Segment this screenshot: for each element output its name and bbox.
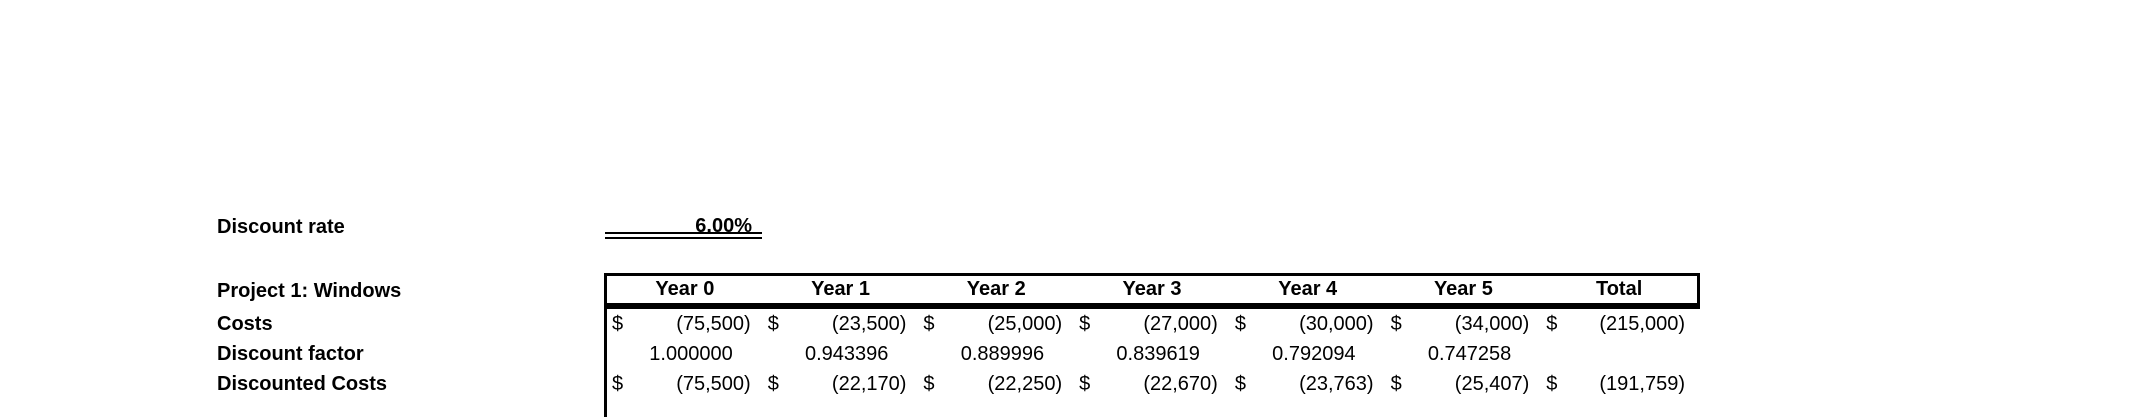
dollar-sign: $ xyxy=(767,373,779,395)
cell-value: (30,000) xyxy=(1299,313,1374,335)
cell-discounted_costs-total[interactable]: $ (191,759) xyxy=(1541,369,1697,399)
dollar-sign: $ xyxy=(1079,313,1091,335)
cell-costs-year-4[interactable]: $ (30,000) xyxy=(1230,309,1386,339)
dollar-sign: $ xyxy=(1234,313,1246,335)
cell-value: (191,759) xyxy=(1599,373,1685,395)
cell-costs-year-5[interactable]: $ (34,000) xyxy=(1386,309,1542,339)
dollar-sign: $ xyxy=(612,373,624,395)
dollar-sign: $ xyxy=(1079,373,1091,395)
dollar-sign: $ xyxy=(1390,373,1402,395)
cell-value: (25,407) xyxy=(1454,373,1530,395)
cell-discounted_costs-year-0[interactable]: $ (75,500) xyxy=(607,369,763,399)
row-label-discounted-costs: Discounted Costs xyxy=(217,373,388,395)
dollar-sign: $ xyxy=(923,373,935,395)
cell-costs-year-1[interactable]: $ (23,500) xyxy=(763,309,919,339)
cell-discounted_costs-year-5[interactable]: $ (25,407) xyxy=(1386,369,1542,399)
cell-discount_factor-year-2[interactable]: 0.889996 xyxy=(960,343,1045,365)
cell-value: (22,250) xyxy=(987,373,1063,395)
dollar-sign: $ xyxy=(1546,373,1558,395)
column-header-year-5[interactable]: Year 5 xyxy=(1433,278,1493,300)
table-header-row: Year 0 Year 1 Year 2 Year 3 Year 4 Year 5 Tota… xyxy=(604,273,1700,309)
table-row-discounted_costs: $ (75,500) $ (22,170) $ (22,250) $ (22,670) $ (23… xyxy=(607,369,1697,399)
discount-rate-value-cell[interactable]: 6.00% xyxy=(605,213,762,239)
cell-discounted_costs-year-3[interactable]: $ (22,670) xyxy=(1074,369,1230,399)
cell-discounted_costs-year-2[interactable]: $ (22,250) xyxy=(918,369,1074,399)
cell-value: (22,170) xyxy=(831,373,907,395)
column-header-year-2[interactable]: Year 2 xyxy=(966,278,1026,300)
row-label-costs: Costs xyxy=(217,313,273,335)
dollar-sign: $ xyxy=(1546,313,1558,335)
cell-discount_factor-year-3[interactable]: 0.839619 xyxy=(1116,343,1200,365)
dollar-sign: $ xyxy=(923,313,935,335)
cell-value: (215,000) xyxy=(1599,313,1685,335)
cell-value: (23,500) xyxy=(831,313,907,335)
cell-discount_factor-year-4[interactable]: 0.792094 xyxy=(1272,343,1356,365)
dollar-sign: $ xyxy=(767,313,779,335)
table-row-costs: $ (75,500) $ (23,500) $ (25,000) $ (27,000) $ (30… xyxy=(607,309,1697,339)
cell-discounted_costs-year-1[interactable]: $ (22,170) xyxy=(763,369,919,399)
row-label-discount-factor: Discount factor xyxy=(217,343,364,365)
column-header-year-0[interactable]: Year 0 xyxy=(655,278,715,300)
project-costs-table: Year 0 Year 1 Year 2 Year 3 Year 4 Year 5 Tota… xyxy=(604,273,1700,417)
cell-costs-total[interactable]: $ (215,000) xyxy=(1541,309,1697,339)
cell-discount_factor-year-0[interactable]: 1.000000 xyxy=(649,343,733,365)
column-header-year-3[interactable]: Year 3 xyxy=(1122,278,1182,300)
discount-rate-label: Discount rate xyxy=(217,216,345,238)
dollar-sign: $ xyxy=(612,313,624,335)
cell-discounted_costs-year-4[interactable]: $ (23,763) xyxy=(1230,369,1386,399)
dollar-sign: $ xyxy=(1234,373,1246,395)
cell-value: (75,500) xyxy=(676,313,751,335)
cell-costs-year-2[interactable]: $ (25,000) xyxy=(918,309,1074,339)
cell-costs-year-3[interactable]: $ (27,000) xyxy=(1074,309,1230,339)
column-header-year-1[interactable]: Year 1 xyxy=(811,278,871,300)
cell-value: (23,763) xyxy=(1299,373,1374,395)
cell-value: (75,500) xyxy=(676,373,751,395)
dollar-sign: $ xyxy=(1390,313,1402,335)
cell-discount_factor-year-1[interactable]: 0.943396 xyxy=(805,343,889,365)
column-header-total[interactable]: Total xyxy=(1595,278,1643,300)
cell-costs-year-0[interactable]: $ (75,500) xyxy=(607,309,763,339)
table-row-discount_factor: 1.000000 0.943396 0.889996 0.839619 0.792094… xyxy=(607,339,1697,369)
cell-discount_factor-year-5[interactable]: 0.747258 xyxy=(1427,343,1512,365)
cell-value: (27,000) xyxy=(1143,313,1218,335)
table-left-border xyxy=(604,309,607,417)
cell-value: (22,670) xyxy=(1143,373,1218,395)
column-header-year-4[interactable]: Year 4 xyxy=(1278,278,1338,300)
cell-discount_factor-total[interactable] xyxy=(1541,339,1697,369)
cell-value: (25,000) xyxy=(987,313,1063,335)
project-title: Project 1: Windows xyxy=(217,280,402,302)
cell-value: (34,000) xyxy=(1454,313,1530,335)
